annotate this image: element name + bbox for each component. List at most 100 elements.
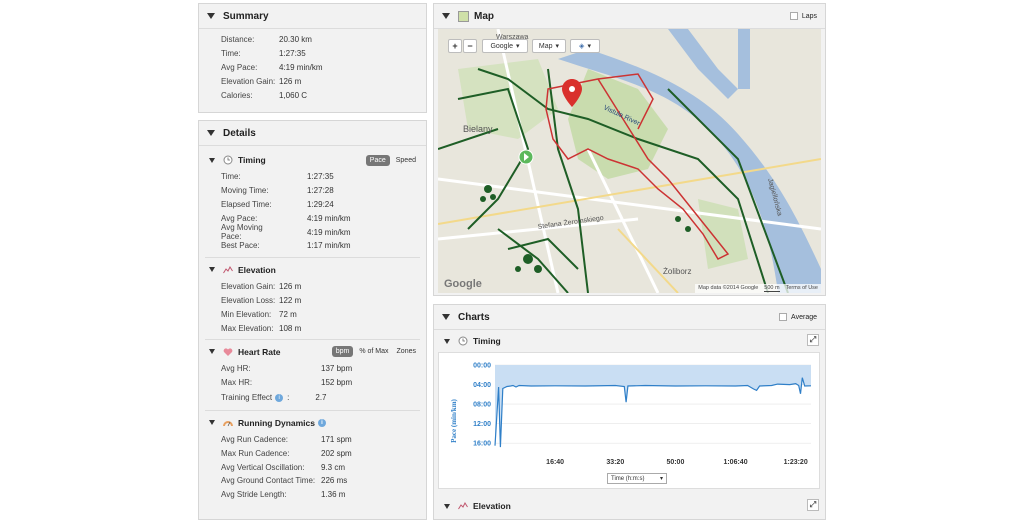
- chevron-down-icon: ▾: [555, 43, 560, 50]
- detail-value: 137 bpm: [321, 364, 353, 374]
- trail: [547, 68, 589, 293]
- timing-chart-title: Timing: [473, 336, 501, 346]
- pace-line: [494, 377, 812, 448]
- detail-value: 1.36 m: [321, 490, 346, 500]
- elevation-title: Elevation: [238, 264, 276, 275]
- running-dynamics-section-header[interactable]: Running Dynamics i: [199, 413, 426, 433]
- collapse-triangle-icon[interactable]: [442, 13, 450, 19]
- percent-max-toggle-button[interactable]: % of Max: [359, 348, 389, 356]
- detail-label: Max Run Cadence:: [221, 448, 290, 458]
- provider-label: Google: [490, 42, 514, 50]
- collapse-triangle-icon[interactable]: [207, 130, 215, 136]
- summary-row-elevation-gain: Elevation Gain: 126 m: [221, 74, 426, 88]
- info-icon[interactable]: i: [317, 418, 326, 427]
- detail-label: Elapsed Time:: [221, 199, 272, 209]
- elevation-section-header[interactable]: Elevation: [199, 260, 426, 280]
- road: [438, 158, 821, 225]
- charts-header[interactable]: Charts Average: [434, 305, 825, 330]
- layers-icon: ◈: [579, 43, 585, 50]
- detail-label: Best Pace:: [221, 241, 260, 251]
- map-type-dropdown[interactable]: Map ▾: [532, 39, 566, 53]
- google-logo: Google: [444, 278, 482, 290]
- summary-panel: Summary Distance: 20.30 km Time: 1:27:35 A…: [198, 3, 427, 113]
- type-label: Map: [538, 42, 553, 50]
- laps-label: Laps: [801, 12, 817, 20]
- collapse-triangle-icon[interactable]: [444, 503, 450, 509]
- x-tick-label: 1:23:20: [784, 459, 808, 466]
- x-tick-label: 1:06:40: [723, 459, 747, 466]
- map-provider-dropdown[interactable]: Google ▾: [482, 39, 528, 53]
- y-axis-label: Pace (min/km): [450, 398, 458, 442]
- detail-value: 108 m: [279, 323, 302, 333]
- map-canvas[interactable]: Warszawa Bielany Vistula River Żoliborz …: [438, 29, 821, 293]
- route-line: [545, 73, 730, 260]
- detail-label: Avg Run Cadence:: [221, 434, 289, 444]
- divider: [205, 256, 420, 258]
- detail-label: Max HR:: [221, 378, 253, 388]
- terms-link[interactable]: Terms of Use: [785, 285, 818, 291]
- detail-value: 72 m: [279, 309, 297, 319]
- bpm-toggle-button[interactable]: bpm: [331, 346, 354, 358]
- summary-header[interactable]: Summary: [199, 4, 426, 29]
- map-label-warszawa: Warszawa: [496, 34, 529, 41]
- zoom-in-button[interactable]: +: [448, 39, 462, 53]
- layers-dropdown[interactable]: ◈ ▾: [570, 39, 600, 53]
- map-header[interactable]: Map Laps: [434, 4, 825, 29]
- summary-value: 126 m: [279, 76, 302, 86]
- laps-checkbox[interactable]: [789, 12, 798, 20]
- detail-label: Avg Stride Length:: [221, 490, 287, 500]
- running-dynamics-icon: [223, 418, 233, 428]
- summary-value: 1:27:35: [279, 49, 306, 59]
- x-axis-select[interactable]: Time (h:m:s) ▾: [607, 473, 667, 484]
- map-title: Map: [474, 10, 494, 22]
- collapse-triangle-icon[interactable]: [209, 420, 215, 426]
- collapse-triangle-icon[interactable]: [442, 314, 450, 320]
- detail-label: Min Elevation:: [221, 309, 272, 319]
- expand-icon[interactable]: ⤢: [807, 334, 819, 346]
- x-axis-ticks: 16:40 33:20 50:00 1:06:40 1:23:20: [546, 459, 808, 466]
- detail-label: Avg HR:: [221, 364, 251, 374]
- detail-label: Avg Vertical Oscillation:: [221, 462, 305, 472]
- collapse-triangle-icon[interactable]: [207, 13, 215, 19]
- detail-value: 122 m: [279, 295, 302, 305]
- running-dynamics-title: Running Dynamics: [238, 417, 315, 428]
- detail-label: Training Effect: [221, 393, 273, 403]
- map-scale: 500 m: [764, 285, 780, 292]
- elevation-chart-header[interactable]: Elevation ⤢: [434, 495, 825, 517]
- summary-row-distance: Distance: 20.30 km: [221, 33, 426, 47]
- zones-toggle-button[interactable]: Zones: [396, 348, 416, 356]
- collapse-triangle-icon[interactable]: [209, 157, 215, 163]
- details-header[interactable]: Details: [199, 121, 426, 146]
- collapse-triangle-icon[interactable]: [209, 267, 215, 273]
- clock-icon: [223, 155, 233, 165]
- road: [438, 177, 821, 231]
- charts-panel: Charts Average Timing ⤢ Pace (min/km) 00…: [433, 304, 826, 520]
- trail: [497, 228, 569, 293]
- speed-toggle-button[interactable]: Speed: [395, 156, 416, 164]
- info-icon[interactable]: i: [275, 393, 284, 402]
- timing-section-header[interactable]: Timing Pace Speed: [199, 150, 426, 170]
- zoom-out-button[interactable]: −: [463, 39, 477, 53]
- detail-value: 226 ms: [321, 476, 348, 486]
- summary-value: 4:19 min/km: [279, 62, 323, 72]
- trail: [667, 88, 789, 293]
- y-tick-label: 04:00: [473, 382, 491, 389]
- collapse-triangle-icon[interactable]: [209, 349, 215, 355]
- expand-icon[interactable]: ⤢: [807, 499, 819, 511]
- timing-chart-header[interactable]: Timing ⤢: [434, 330, 825, 352]
- y-axis-ticks: 00:00 04:00 08:00 12:00 16:00: [473, 363, 491, 448]
- detail-value: 126 m: [279, 282, 302, 292]
- y-tick-label: 16:00: [473, 441, 491, 448]
- divider: [205, 338, 420, 340]
- average-checkbox[interactable]: [779, 313, 788, 321]
- map-graphic[interactable]: Warszawa Bielany Vistula River Żoliborz …: [438, 29, 821, 293]
- detail-value: 1:17 min/km: [307, 241, 351, 251]
- park: [458, 59, 558, 139]
- pace-toggle-button[interactable]: Pace: [365, 154, 390, 166]
- map-thumbnail-icon: [458, 10, 469, 22]
- divider: [205, 409, 420, 411]
- detail-value: 2.7: [315, 393, 327, 403]
- heart-rate-section-header[interactable]: Heart Rate bpm % of Max Zones: [199, 342, 426, 362]
- elevation-chart-title: Elevation: [473, 501, 511, 511]
- collapse-triangle-icon[interactable]: [444, 338, 450, 344]
